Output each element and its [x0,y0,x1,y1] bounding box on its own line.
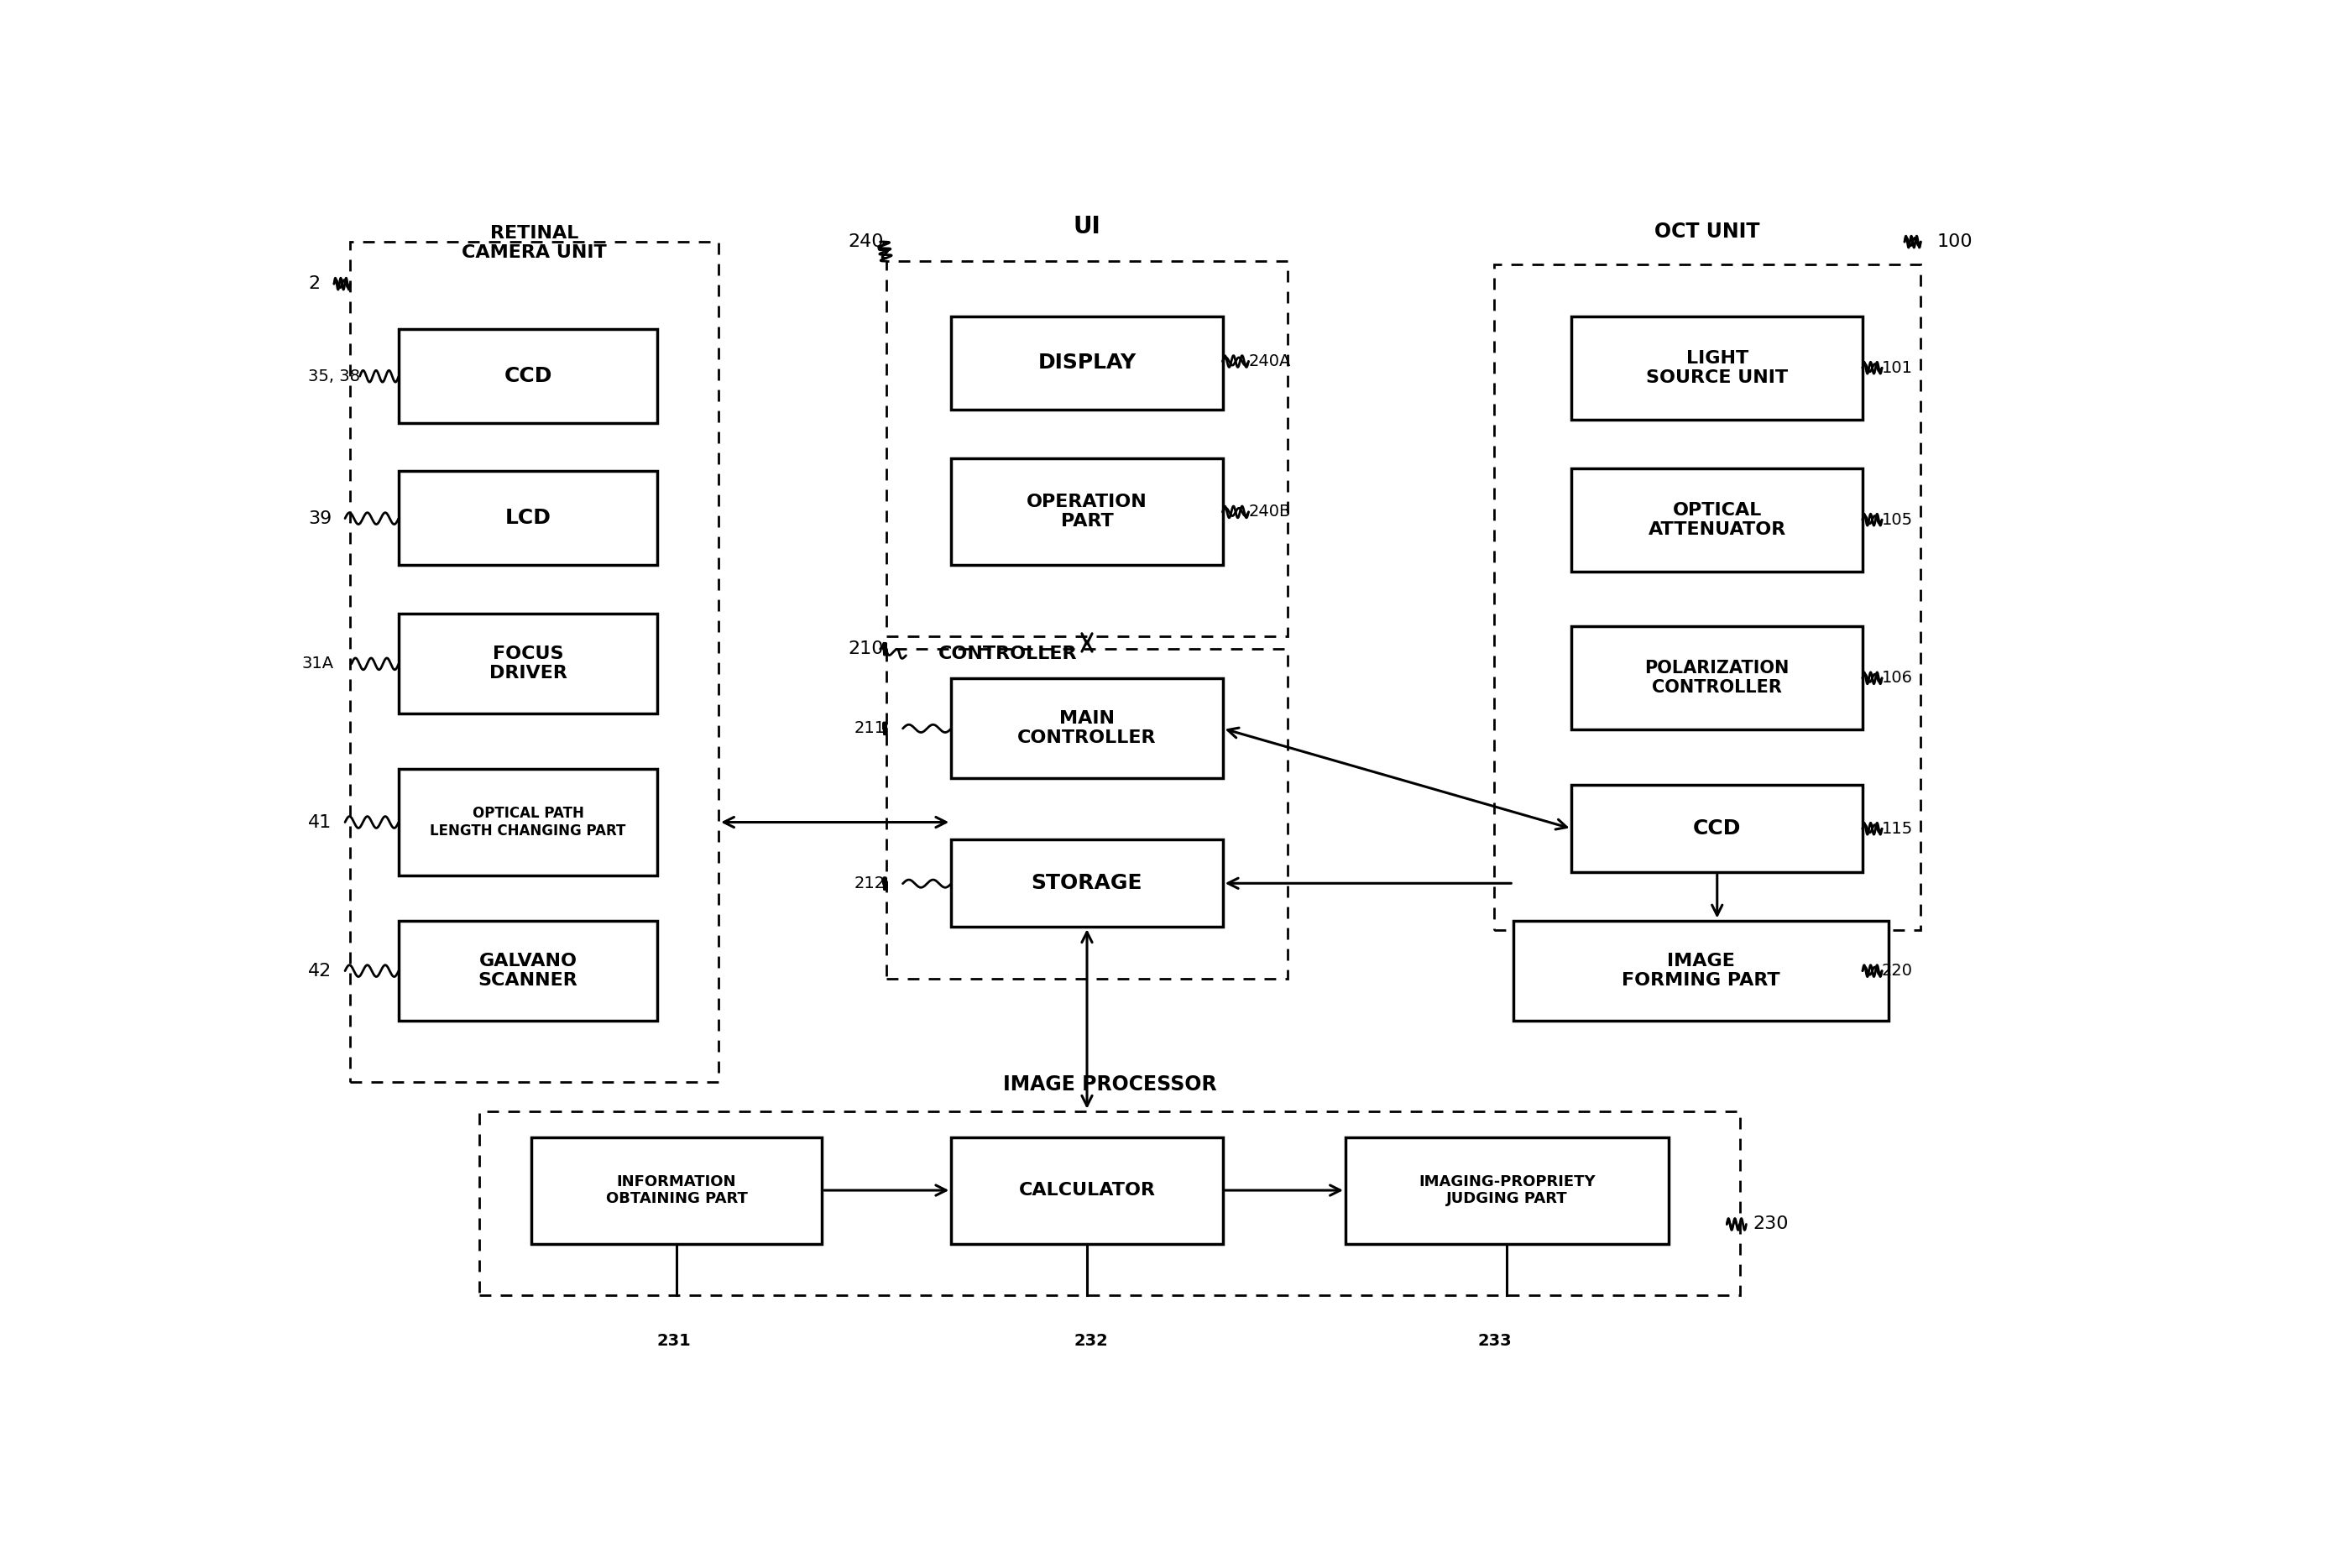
Text: 233: 233 [1477,1333,1512,1348]
Bar [1571,626,1863,729]
Text: 41: 41 [309,814,332,831]
Text: OPTICAL
ATTENUATOR: OPTICAL ATTENUATOR [1648,502,1786,538]
Bar [887,262,1288,637]
Text: CONTROLLER: CONTROLLER [939,644,1077,662]
Text: POLARIZATION
CONTROLLER: POLARIZATION CONTROLLER [1646,660,1789,696]
Text: CCD: CCD [1693,818,1742,839]
Text: 230: 230 [1753,1215,1789,1232]
Text: 240: 240 [847,234,883,251]
Text: 101: 101 [1882,361,1913,376]
Text: 115: 115 [1882,820,1913,837]
Bar [480,1112,1739,1295]
Text: FOCUS
DRIVER: FOCUS DRIVER [489,646,567,682]
Text: UI: UI [1072,215,1100,238]
Text: CCD: CCD [503,365,552,386]
Bar [950,677,1222,778]
Bar [531,1137,822,1243]
Bar [398,472,658,564]
Text: DISPLAY: DISPLAY [1037,353,1135,373]
Bar [1346,1137,1669,1243]
Bar [887,649,1288,978]
Text: RETINAL
CAMERA UNIT: RETINAL CAMERA UNIT [461,224,606,262]
Text: 220: 220 [1882,963,1913,978]
Text: 210: 210 [847,641,883,657]
Bar [1571,467,1863,571]
Text: 2: 2 [309,276,321,292]
Bar [398,329,658,423]
Text: LIGHT
SOURCE UNIT: LIGHT SOURCE UNIT [1646,350,1789,386]
Text: IMAGE
FORMING PART: IMAGE FORMING PART [1622,952,1779,989]
Bar [351,241,719,1082]
Text: OCT UNIT: OCT UNIT [1655,221,1760,241]
Text: INFORMATION
OBTAINING PART: INFORMATION OBTAINING PART [606,1174,747,1207]
Text: CALCULATOR: CALCULATOR [1018,1182,1156,1198]
Text: GALVANO
SCANNER: GALVANO SCANNER [478,952,578,989]
Bar [950,840,1222,927]
Text: LCD: LCD [506,508,550,528]
Bar [1571,784,1863,872]
Text: IMAGE PROCESSOR: IMAGE PROCESSOR [1002,1074,1217,1094]
Text: 240B: 240B [1248,503,1290,521]
Text: 106: 106 [1882,670,1913,687]
Text: 240A: 240A [1248,353,1290,370]
Text: 42: 42 [309,963,332,980]
Text: OPERATION
PART: OPERATION PART [1028,494,1147,530]
Bar [950,317,1222,409]
Text: IMAGING-PROPRIETY
JUDGING PART: IMAGING-PROPRIETY JUDGING PART [1419,1174,1597,1207]
Text: 212: 212 [854,875,885,892]
Text: 39: 39 [309,510,332,527]
Bar [1515,920,1889,1021]
Text: OPTICAL PATH
LENGTH CHANGING PART: OPTICAL PATH LENGTH CHANGING PART [431,806,625,839]
Text: MAIN
CONTROLLER: MAIN CONTROLLER [1018,710,1156,746]
Text: 100: 100 [1936,234,1973,251]
Bar [950,458,1222,564]
Bar [1494,265,1920,930]
Bar [398,613,658,713]
Text: STORAGE: STORAGE [1032,873,1142,894]
Text: 31A: 31A [302,655,335,671]
Text: 232: 232 [1075,1333,1107,1348]
Text: 105: 105 [1882,511,1913,528]
Bar [398,768,658,875]
Text: 231: 231 [658,1333,691,1348]
Text: 35, 38: 35, 38 [309,368,361,384]
Bar [950,1137,1222,1243]
Bar [398,920,658,1021]
Bar [1571,317,1863,420]
Text: 211: 211 [854,721,885,737]
